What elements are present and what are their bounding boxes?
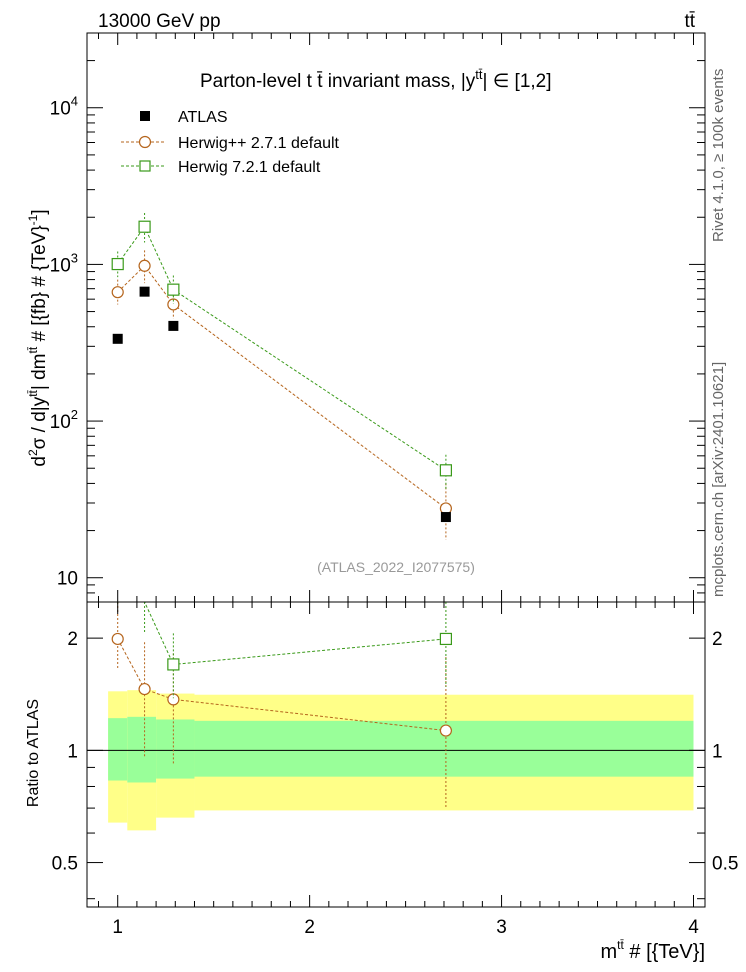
ratio-tick-label-left: 2 [67,629,78,650]
ratio-tick-label-left: 0.5 [52,854,78,875]
legend: ATLAS Herwig++ 2.7.1 default Herwig 7.2.… [121,109,340,176]
data-point [111,286,124,299]
ratio-plot-frame [86,601,706,908]
energy-label: 13000 GeV pp [98,11,221,32]
plot-title-sup: tt̄ [475,67,483,82]
atlas-point [168,320,179,331]
data-point [167,283,180,296]
ratio-point [138,682,151,696]
y-tick-label: 10 [57,569,78,590]
ratio-band-inner [127,716,157,783]
ratio-y-axis-label: Ratio to ATLAS [25,699,42,807]
main-axes: 10 102 103 104 [50,32,705,603]
ratio-series [111,601,453,809]
ratio-tick-label-right: 1 [712,741,723,762]
legend-marker-herwigpp [138,135,152,149]
ratio-point [111,632,124,646]
ratio-tick-label-left: 1 [67,741,78,762]
data-point [439,464,453,477]
ratio-point [439,632,453,646]
legend-marker-herwig7 [139,160,151,172]
ratio-point [439,724,453,737]
data-point [138,259,151,272]
legend-label-atlas: ATLAS [178,109,228,126]
data-point [111,257,124,271]
series-line [117,225,447,471]
y-tick-label: 103 [50,250,78,276]
ratio-point [167,693,180,706]
plot-title-tail: | ∈ [1,2] [483,71,552,92]
atlas-point [440,512,451,523]
data-point [138,220,151,233]
series-line [117,265,447,509]
y-tick-label: 102 [50,407,78,433]
ratio-line [117,601,446,665]
ratio-tick-label-right: 2 [712,629,723,650]
ratio-point [167,658,180,671]
atlas-point [112,333,123,344]
main-series [111,212,453,540]
mcplots-label: mcplots.cern.ch [arXiv:2401.10621] [710,362,727,597]
x-tick-label: 2 [304,917,315,938]
x-tick-label: 3 [496,917,507,938]
ratio-axes: 1 2 3 4 0.5 0.5 1 1 2 2 [52,602,738,938]
data-point [167,298,180,311]
x-tick-label: 4 [688,917,699,938]
y-axis-label: d2σ / d|ytt̄| dmtt̄ # [{fb} # {TeV}-1] [26,209,50,466]
ratio-tick-label-right: 0.5 [712,854,738,875]
atlas-point [139,286,150,297]
x-axis-label: mtt̄ # [{TeV}] [600,938,705,963]
legend-label-herwigpp: Herwig++ 2.7.1 default [178,135,340,152]
plot-title-main: Parton-level t t̄ invariant mass, |y [200,71,476,92]
y-tick-label: 104 [50,94,78,120]
ratio-line [117,638,446,732]
ratio-band-inner [156,719,195,779]
rivet-label: Rivet 4.1.0, ≥ 100k events [710,69,727,242]
legend-marker-atlas [140,111,150,121]
process-label: tt̄ [684,11,695,32]
ratio-band-inner [108,718,128,781]
ratio-bands [108,690,694,831]
x-tick-label: 1 [112,917,123,938]
watermark: (ATLAS_2022_I2077575) [317,559,475,575]
legend-label-herwig7: Herwig 7.2.1 default [178,159,321,176]
plot-title: Parton-level t t̄ invariant mass, |ytt̄|… [200,67,552,92]
